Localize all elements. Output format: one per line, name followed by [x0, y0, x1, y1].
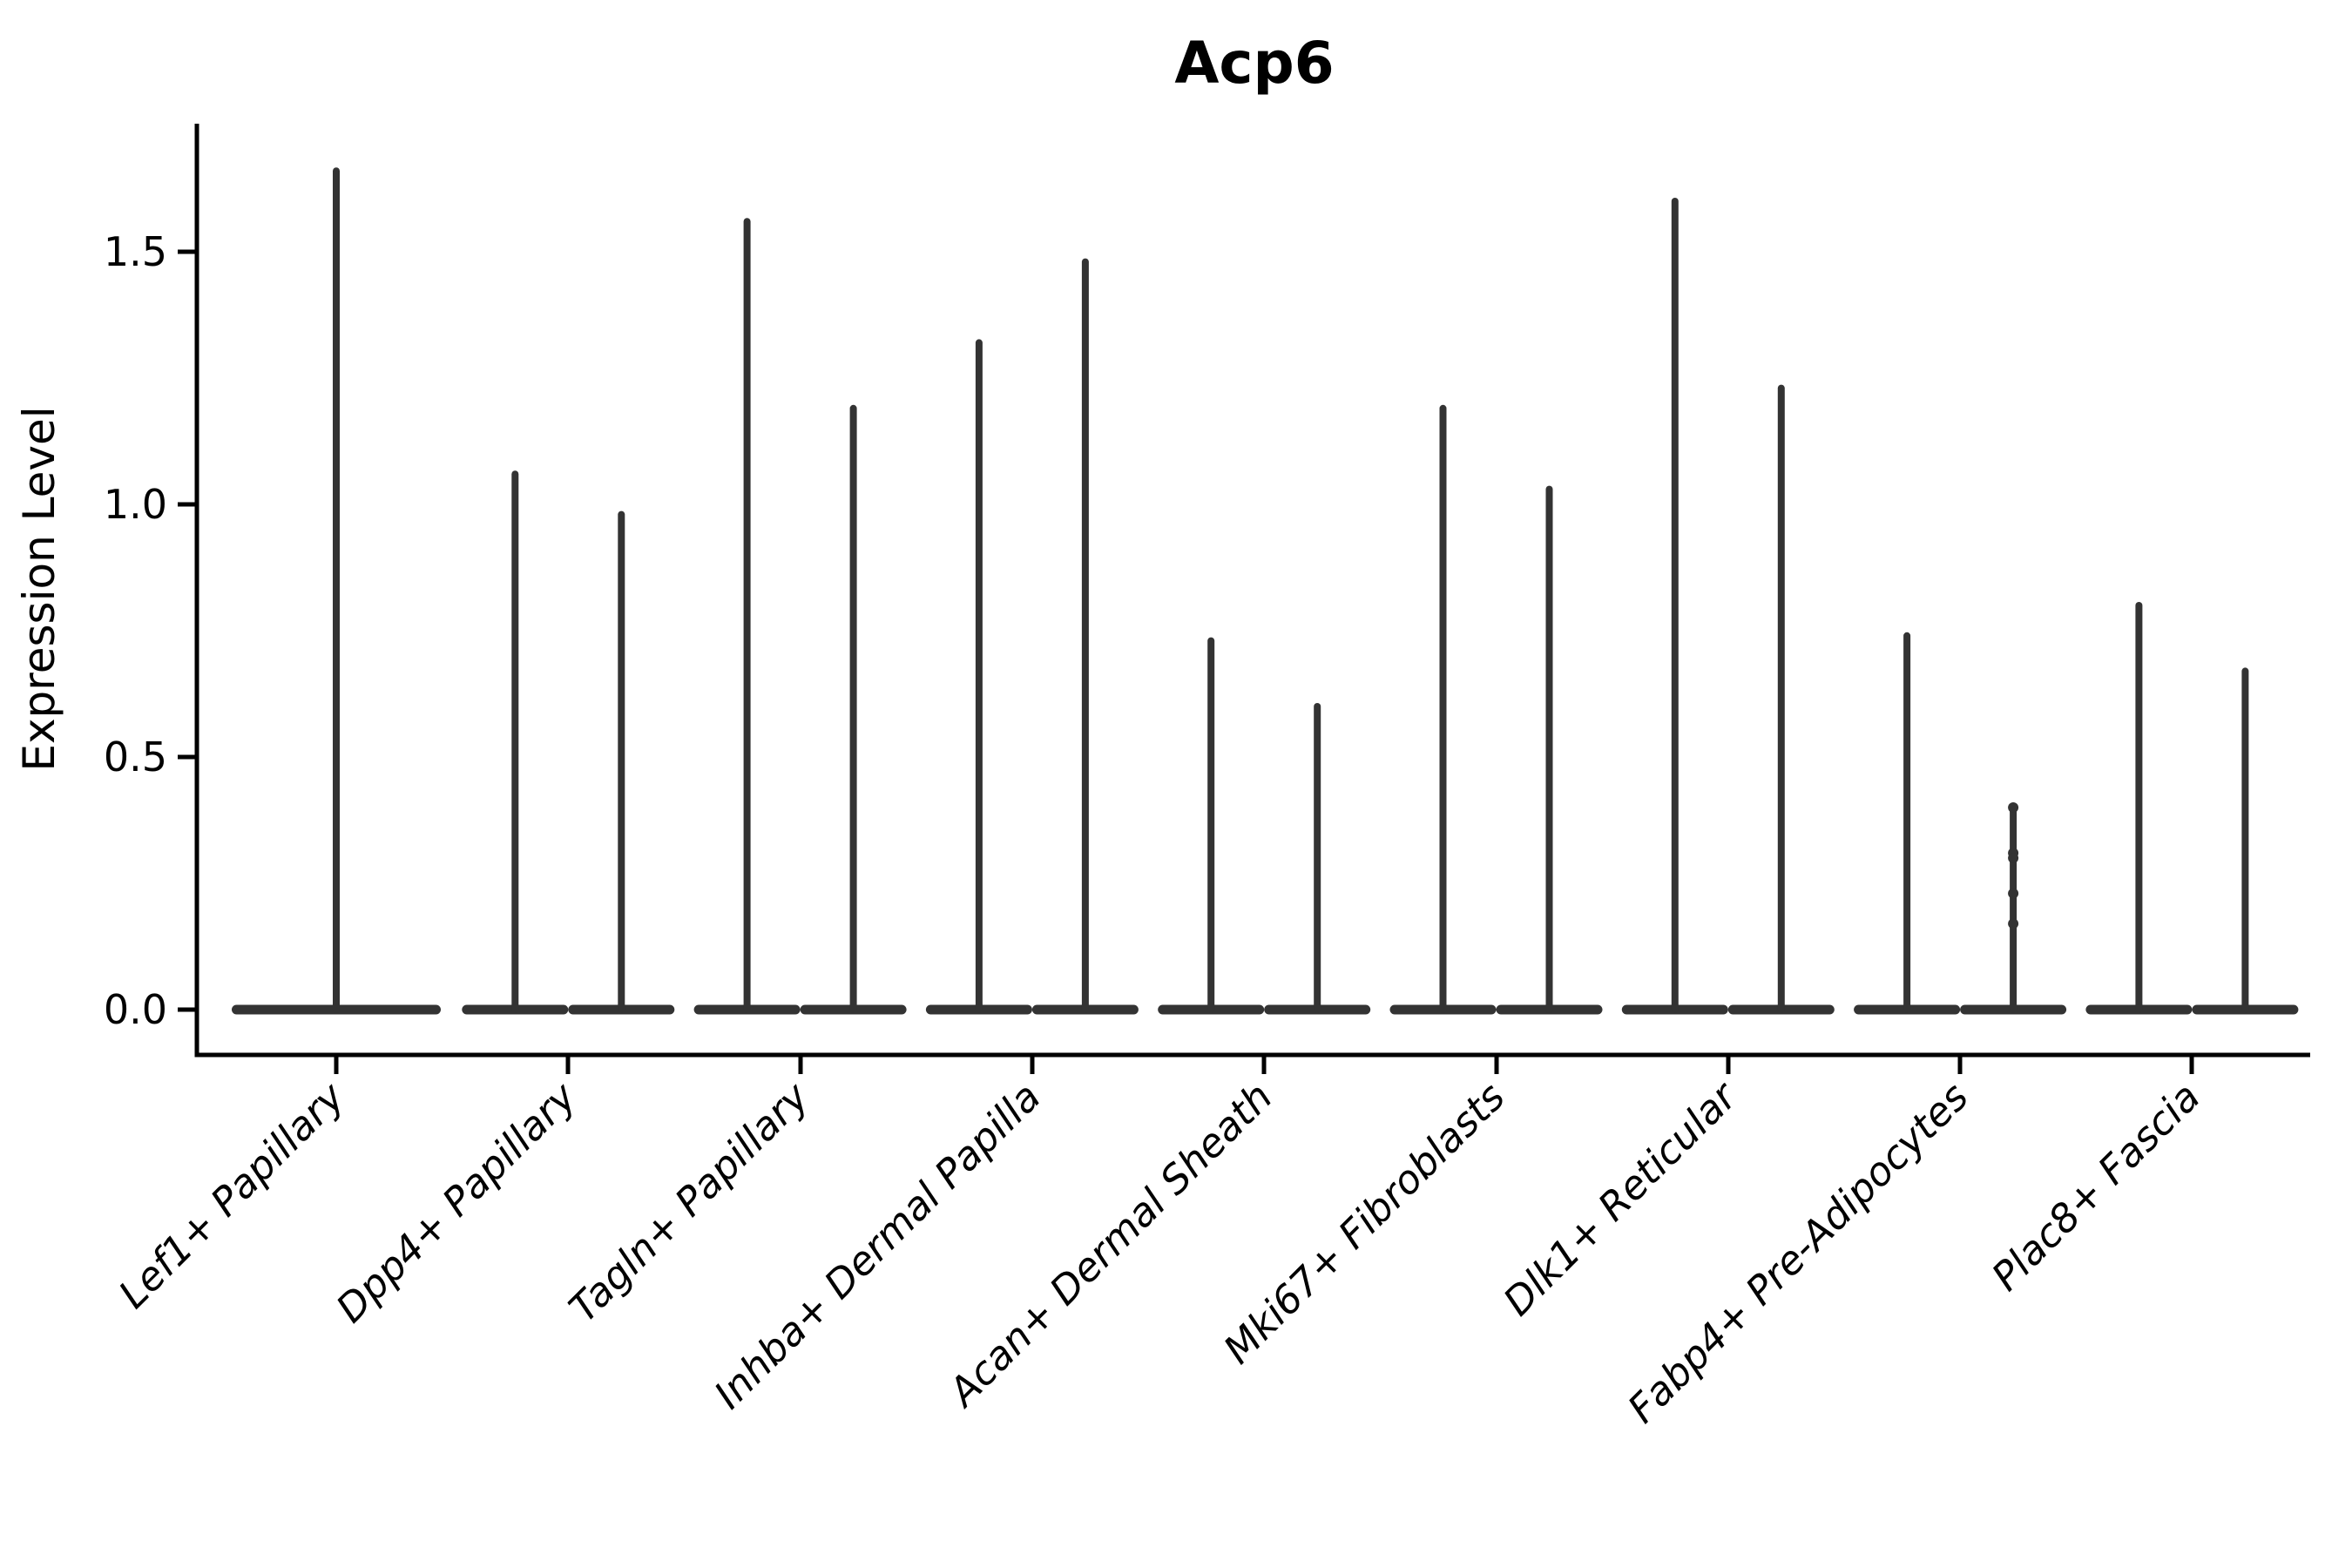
- y-tick-label-0: 0.0: [104, 986, 167, 1033]
- plot-title: Acp6: [1174, 30, 1334, 97]
- x-tick-marks: [334, 1055, 2194, 1074]
- y-tick-label-1: 0.5: [104, 733, 167, 781]
- x-tick-label-1: Dpp4+ Papillary: [328, 1072, 586, 1331]
- data-point: [2008, 918, 2019, 929]
- y-tick-marks: [178, 249, 197, 1012]
- x-tick-label-8: Plac8+ Fascia: [1983, 1073, 2209, 1300]
- x-tick-label-0: Lef1+ Papillary: [110, 1072, 355, 1317]
- data-point: [2008, 888, 2019, 899]
- y-axis-label: Expression Level: [14, 406, 64, 771]
- data-point: [2008, 802, 2019, 813]
- x-tick-label-6: Dlk1+ Reticular: [1494, 1072, 1747, 1325]
- y-tick-label-3: 1.5: [104, 228, 167, 275]
- violins-layer: [232, 167, 2299, 1015]
- x-tick-label-2: Tagln+ Papillary: [560, 1072, 819, 1331]
- y-tick-label-2: 1.0: [104, 481, 167, 528]
- data-point: [2008, 853, 2019, 863]
